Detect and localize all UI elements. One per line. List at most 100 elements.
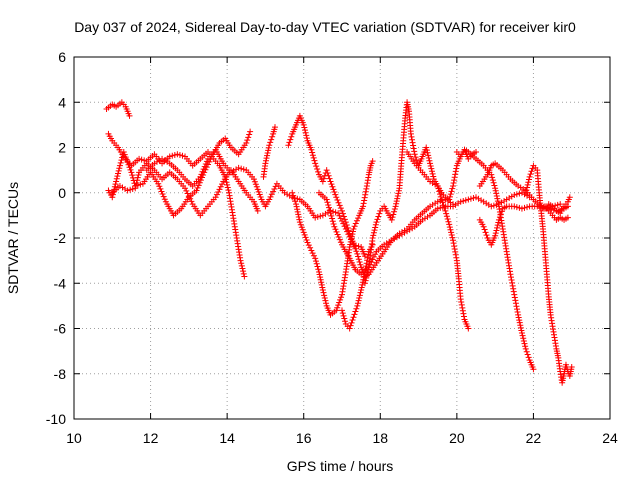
data-point-plus (427, 162, 434, 169)
data-marks (103, 99, 575, 386)
data-point-plus (423, 144, 430, 151)
data-point-plus (285, 142, 292, 149)
data-point-plus (122, 154, 129, 161)
data-point-plus (157, 185, 164, 192)
data-point-plus (409, 136, 416, 143)
data-point-plus (413, 156, 420, 163)
data-point-plus (133, 179, 140, 186)
data-point-plus (138, 156, 145, 163)
data-point-plus (462, 197, 469, 204)
data-point-plus (452, 251, 459, 258)
data-point-plus (323, 196, 330, 203)
data-point-plus (310, 252, 317, 259)
data-point-plus (458, 301, 465, 308)
data-point-plus (339, 207, 345, 214)
data-point-plus (305, 242, 312, 249)
data-point-plus (353, 217, 360, 224)
data-point-plus (312, 160, 319, 167)
data-point-plus (116, 165, 123, 172)
data-point-plus (297, 221, 304, 228)
data-point-plus (518, 205, 525, 212)
data-point-plus (224, 181, 231, 188)
data-point-plus (363, 272, 370, 279)
data-point-plus (348, 233, 355, 240)
data-point-plus (134, 177, 141, 184)
data-point-plus (240, 268, 247, 275)
data-point-plus (322, 297, 329, 304)
data-point-plus (354, 302, 361, 309)
data-point-plus (340, 312, 347, 319)
data-point-plus (301, 124, 308, 131)
data-point-plus (333, 307, 340, 314)
data-point-plus (314, 165, 321, 172)
data-point-plus (238, 165, 245, 172)
data-point-plus (507, 271, 514, 278)
data-point-plus (354, 300, 361, 307)
data-point-plus (495, 219, 502, 226)
data-point-plus (517, 324, 524, 331)
data-point-plus (511, 294, 518, 301)
data-point-plus (451, 174, 458, 181)
data-point-plus (268, 191, 275, 198)
x-tick-label: 22 (526, 430, 542, 446)
data-point-plus (323, 300, 330, 307)
data-point-plus (391, 208, 398, 215)
data-point-plus (453, 254, 460, 261)
data-point-plus (295, 211, 302, 218)
data-point-plus (358, 287, 365, 294)
data-point-plus (330, 186, 337, 193)
data-point-plus (497, 211, 504, 218)
data-point-plus (253, 183, 260, 190)
data-point-plus (449, 185, 456, 192)
data-point-plus (528, 168, 535, 175)
plot-frame (73, 56, 611, 420)
data-point-plus (511, 192, 518, 199)
data-point-plus (321, 294, 328, 301)
data-point-plus (318, 281, 325, 288)
data-point-plus (132, 185, 139, 192)
data-point-plus (243, 139, 250, 146)
data-point-plus (517, 322, 524, 329)
data-point-plus (193, 187, 200, 194)
data-point-plus (355, 256, 362, 263)
data-point-plus (489, 174, 496, 181)
data-point-plus (240, 166, 247, 173)
data-point-plus (446, 196, 453, 203)
data-point-plus (126, 112, 133, 119)
data-point-plus (326, 175, 333, 182)
data-point-plus (198, 171, 205, 178)
data-point-plus (515, 311, 522, 318)
x-tick-label: 24 (602, 430, 618, 446)
data-point-plus (339, 310, 346, 317)
data-point-plus (410, 142, 417, 149)
data-point-plus (361, 268, 368, 275)
data-point-plus (312, 214, 319, 221)
data-point-plus (524, 184, 531, 191)
data-point-plus (459, 304, 466, 311)
data-point-plus (194, 184, 201, 191)
data-point-plus (349, 228, 356, 235)
data-point-plus (423, 147, 430, 154)
data-point-plus (161, 196, 168, 203)
data-point-plus (494, 195, 501, 202)
data-point-plus (438, 196, 445, 203)
data-point-plus (373, 219, 380, 226)
data-point-plus (326, 207, 333, 214)
data-point-plus (195, 182, 202, 189)
data-point-plus (496, 214, 503, 221)
series-sat-o (522, 162, 575, 386)
data-point-plus (240, 270, 247, 277)
data-point-plus (299, 226, 306, 233)
data-point-plus (265, 144, 272, 151)
data-point-plus (362, 191, 369, 198)
data-point-plus (342, 318, 349, 325)
data-point-plus (332, 191, 339, 198)
data-point-plus (296, 216, 303, 223)
data-point-plus (495, 216, 502, 223)
series-sat-f (260, 124, 278, 180)
data-point-plus (200, 166, 207, 173)
data-point-plus (354, 250, 361, 257)
data-point-plus (315, 168, 322, 175)
data-point-plus (520, 337, 527, 344)
data-point-plus (337, 239, 344, 246)
